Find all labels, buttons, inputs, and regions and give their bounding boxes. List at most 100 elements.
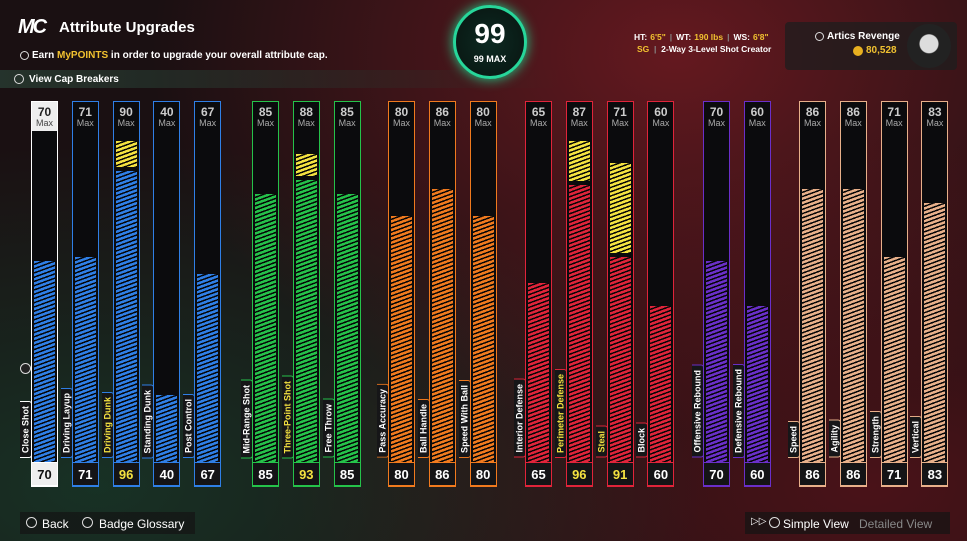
button-icon [82,517,93,528]
max-value: 40 [160,105,174,119]
max-box: 80 Max [471,102,496,131]
attribute-name: Speed With Ball [458,380,471,458]
max-box: 65 Max [526,102,551,131]
max-box: 83 Max [922,102,947,131]
vc-icon [853,46,863,56]
value-box: 40 [153,462,181,486]
max-value: 60 [654,105,668,119]
subtitle-highlight: MyPOINTS [57,50,109,61]
max-box: 70 Max [32,102,57,131]
attribute-fill [431,189,453,462]
attribute-fill [528,283,549,462]
value-box: 71 [880,462,908,486]
back-button[interactable]: Back [42,517,69,531]
max-word: Max [570,118,588,128]
max-box: 71 Max [882,102,907,131]
value-box: 86 [428,462,456,486]
max-word: Max [803,118,821,128]
attribute-name: Block [636,423,649,458]
value-box: 83 [921,462,949,486]
max-word: Max [433,118,451,128]
max-word: Max [611,118,629,128]
stat-value: 6'5" [650,32,666,42]
max-box: 85 Max [253,102,278,131]
value-box: 96 [112,462,140,486]
max-value: 70 [709,105,724,119]
attribute-fill [156,395,178,462]
value-box: 80 [469,462,497,486]
max-box: 85 Max [335,102,360,131]
page-title: Attribute Upgrades [59,19,195,36]
position: SG [637,44,650,54]
attribute-name: Pass Accuracy [377,384,389,458]
attribute-fill [746,305,768,462]
subtitle: Earn MyPOINTS in order to upgrade your o… [32,50,328,61]
max-word: Max [844,118,862,128]
attribute-name: Perimeter Defense [554,368,567,458]
max-box: 87 Max [567,102,592,131]
max-word: Max [297,118,315,128]
attribute-name: Steal [595,426,608,458]
max-value: 80 [476,105,490,119]
attribute-fill [115,171,137,462]
max-word: Max [885,118,903,128]
max-value: 60 [750,105,764,119]
value-box: 93 [292,462,320,486]
max-value: 87 [572,105,586,119]
archetype: 2-Way 3-Level Shot Creator [661,44,772,54]
max-word: Max [748,118,766,128]
footer-left: Back Badge Glossary [20,512,195,534]
value-box: 86 [839,462,867,486]
max-box: 40 Max [154,102,179,131]
separator: | [669,32,673,42]
value-box: 85 [252,462,279,486]
detailed-view-tab[interactable]: Detailed View [859,517,933,531]
cap-breakers-bar[interactable]: View Cap Breakers [0,70,560,88]
attribute-name: Driving Layup [60,387,73,458]
value-box: 96 [565,462,593,486]
max-box: 60 Max [648,102,673,131]
attribute-fill [650,305,672,462]
stat-value: 6'8" [753,32,769,42]
attribute-boost [115,140,137,168]
max-word: Max [117,118,135,128]
separator: | [727,32,730,42]
max-box: 71 Max [73,102,98,131]
cap-breakers-link[interactable]: View Cap Breakers [29,74,119,85]
max-box: 80 Max [389,102,414,131]
attribute-name: Agility [828,420,841,458]
profile-icon [815,32,824,41]
value-box: 86 [799,462,826,486]
value-box: 70 [31,462,58,486]
value-box: 70 [703,462,730,486]
value-box: 91 [606,462,634,486]
value-box: 71 [71,462,99,486]
max-value: 86 [846,105,860,119]
attribute-fill [74,256,96,462]
max-box: 86 Max [841,102,866,131]
footer-right: ▷▷ Simple View Detailed View [745,512,950,534]
max-box: 88 Max [294,102,319,131]
stat-label: HT: [634,32,648,42]
attribute-fill [197,274,219,462]
attribute-name: Free Throw [322,399,335,458]
glossary-button[interactable]: Badge Glossary [99,517,185,531]
stat-label: WS: [733,32,750,42]
simple-view-tab[interactable]: Simple View [783,517,849,531]
max-word: Max [199,118,217,128]
max-box: 60 Max [745,102,770,131]
value-box: 65 [525,462,552,486]
attribute-name: Mid-Range Shot [241,379,253,458]
attribute-fill [391,216,412,462]
attribute-fill [255,193,276,462]
attribute-name: Post Control [183,394,196,458]
max-value: 85 [340,105,354,119]
max-box: 71 Max [608,102,633,131]
stat-value: 190 lbs [694,32,724,42]
attribute-name: Ball Handle [417,398,430,458]
max-word: Max [474,118,492,128]
subtitle-prefix: Earn [32,50,55,61]
max-value: 67 [201,105,215,119]
max-word: Max [529,118,547,128]
